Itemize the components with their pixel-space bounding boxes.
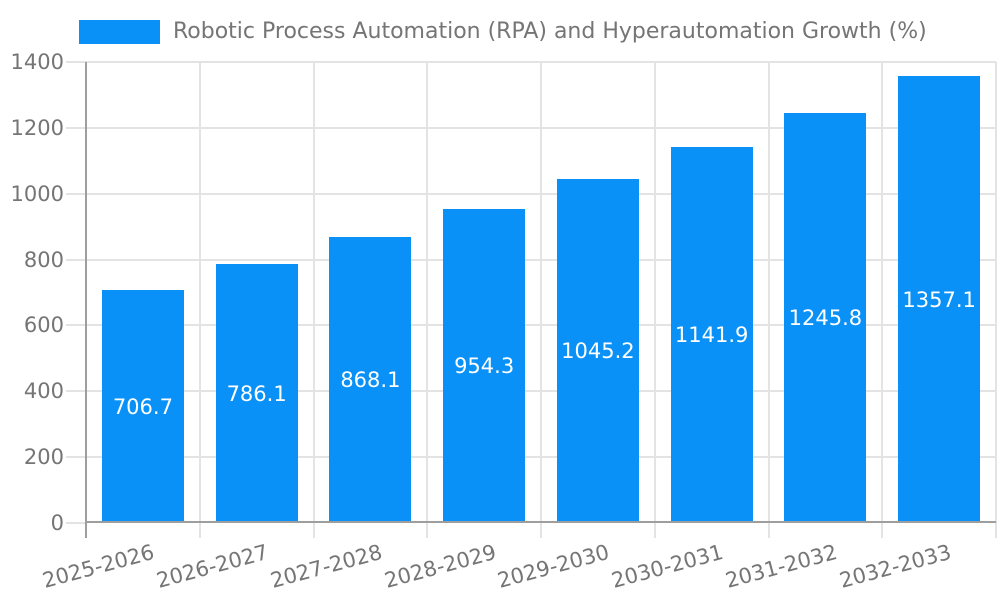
bar-value-label: 954.3 (454, 353, 515, 378)
y-tick-label: 600 (23, 313, 64, 338)
bar-value-label: 1245.8 (788, 305, 863, 330)
y-tick-label: 1200 (10, 115, 64, 140)
bar-value-label: 1357.1 (902, 287, 976, 312)
gridline-v (426, 62, 429, 538)
y-tick-label: 1000 (10, 181, 64, 206)
bar (101, 290, 184, 523)
gridline-v (653, 62, 656, 538)
x-tick-label: 2031-2032 (722, 540, 840, 593)
y-tick-label: 200 (23, 445, 64, 470)
bar (556, 178, 639, 523)
bar-value-label: 706.7 (112, 394, 173, 419)
y-tick-label: 1400 (10, 50, 64, 74)
x-tick-label: 2030-2031 (609, 540, 726, 593)
bar (898, 76, 981, 523)
x-tick-label: 2025-2026 (40, 540, 158, 593)
tick-mark (66, 522, 86, 524)
gridline-h (66, 258, 996, 261)
gridline-h (66, 324, 996, 327)
x-tick-label: 2028-2029 (381, 540, 499, 593)
y-tick-label: 400 (23, 379, 64, 404)
gridline-v (540, 62, 542, 538)
bar (329, 237, 412, 523)
gridline-v (312, 62, 315, 538)
gridline-h (66, 456, 996, 459)
gridline-v (767, 62, 770, 538)
gridline-h (66, 192, 996, 195)
gridline-v (881, 62, 884, 538)
gridline-v (995, 62, 997, 538)
x-tick-label: 2026-2027 (154, 540, 271, 593)
bar (215, 264, 298, 523)
legend: Robotic Process Automation (RPA) and Hyp… (79, 19, 927, 44)
bar (784, 112, 867, 523)
y-axis-line (85, 62, 87, 538)
gridline-h (66, 61, 996, 63)
bar-value-label: 1045.2 (561, 338, 635, 363)
bar-value-label: 1141.9 (674, 322, 749, 347)
gridline-h (66, 390, 996, 393)
x-axis-line (85, 521, 996, 523)
x-tick-label: 2029-2030 (495, 540, 613, 593)
gridline-h (66, 126, 996, 129)
legend-label: Robotic Process Automation (RPA) and Hyp… (173, 19, 927, 44)
gridline-v (198, 62, 201, 538)
bar-value-label: 786.1 (226, 381, 287, 406)
y-tick-label: 0 (50, 511, 64, 535)
x-tick-label: 2032-2033 (836, 540, 954, 593)
bar (670, 146, 753, 523)
y-tick-label: 800 (23, 247, 64, 272)
bar (443, 208, 526, 523)
legend-swatch (79, 19, 160, 44)
x-tick-label: 2027-2028 (267, 540, 385, 593)
bar-value-label: 868.1 (340, 368, 401, 393)
